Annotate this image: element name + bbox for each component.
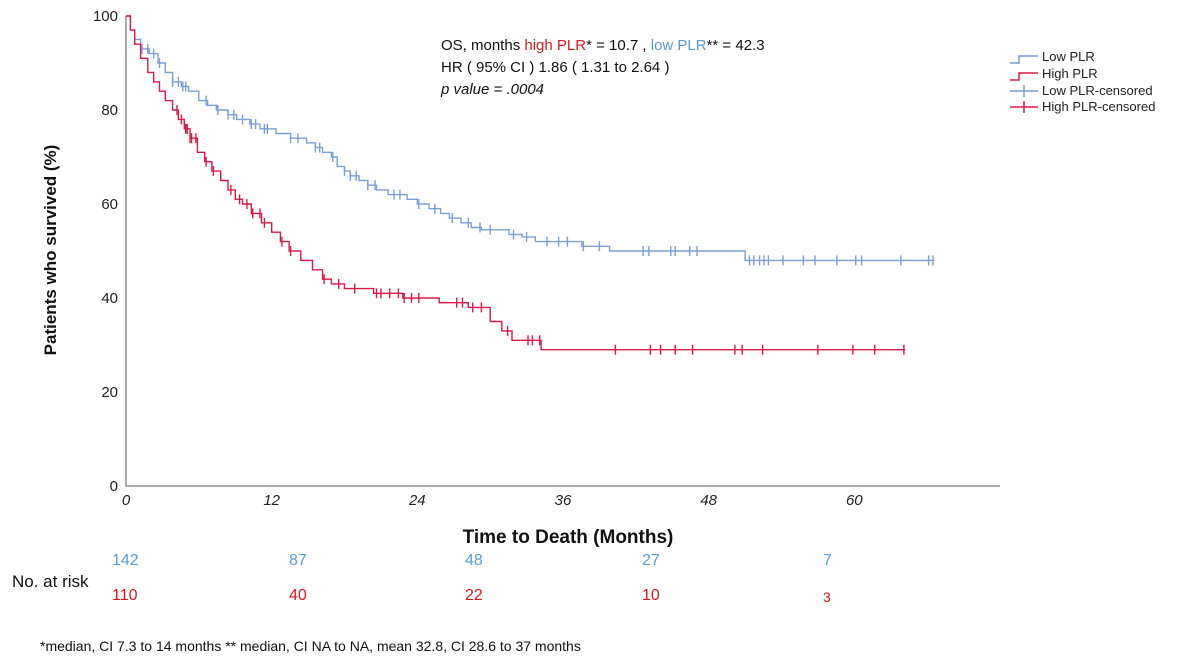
legend-swatch-high-plr [1010, 72, 1038, 81]
y-tick-label: 20 [101, 384, 118, 401]
annotation-high-plr: high PLR [524, 37, 586, 54]
risk-high-12: 40 [289, 587, 307, 604]
legend-swatch-low-plr [1010, 55, 1038, 64]
legend-item-low-plr-censored: Low PLR-censored [1010, 83, 1153, 98]
legend-item-low-plr: Low PLR [1010, 49, 1095, 64]
risk-low-48: 7 [823, 552, 832, 569]
x-axis-title: Time to Death (Months) [463, 527, 674, 548]
risk-high-36: 10 [642, 587, 660, 604]
x-tick-label: 12 [263, 492, 280, 509]
legend-label-low-plr-censored: Low PLR-censored [1042, 83, 1153, 98]
series-low-plr [126, 15, 935, 266]
risk-low-0: 142 [112, 552, 139, 569]
stats-annotation: OS, months high PLR* = 10.7 , low PLR** … [440, 37, 765, 98]
annotation-line-1: OS, months high PLR* = 10.7 , low PLR** … [441, 37, 765, 54]
annotation-line-2: HR ( 95% CI ) 1.86 ( 1.31 to 2.64 ) [441, 59, 669, 76]
y-tick-label: 40 [101, 290, 118, 307]
km-survival-chart: 0 20 40 60 80 100 0 12 24 36 48 60 Patie… [41, 8, 1155, 548]
risk-low-12: 87 [289, 552, 307, 569]
x-tick-label: 24 [408, 492, 426, 509]
legend-label-high-plr: High PLR [1042, 66, 1098, 81]
x-tick-label: 36 [555, 492, 572, 509]
legend-item-high-plr: High PLR [1010, 66, 1098, 81]
km-curve-low-plr [126, 15, 935, 262]
y-axis-title: Patients who survived (%) [41, 145, 60, 356]
y-ticks: 0 20 40 60 80 100 [93, 8, 118, 495]
legend-label-high-plr-censored: High PLR-censored [1042, 99, 1155, 114]
y-tick-label: 0 [110, 478, 118, 495]
y-tick-label: 60 [101, 196, 118, 213]
annotation-line-3: p value = .0004 [440, 81, 544, 98]
risk-high-48: 3 [823, 589, 831, 605]
series-high-plr [126, 15, 906, 355]
legend-item-high-plr-censored: High PLR-censored [1010, 99, 1155, 114]
risk-low-36: 27 [642, 552, 660, 569]
y-tick-label: 100 [93, 8, 118, 25]
legend: Low PLR High PLR Low PLR-censored High P… [1010, 49, 1155, 114]
y-tick-label: 80 [101, 102, 118, 119]
annotation-suffix: ** = 42.3 [707, 37, 765, 54]
x-tick-label: 60 [846, 492, 863, 509]
x-tick-label: 0 [122, 492, 131, 509]
x-ticks: 0 12 24 36 48 60 [122, 492, 863, 509]
annotation-mid: * = 10.7 , [586, 37, 651, 54]
risk-high-0: 110 [112, 587, 138, 604]
risk-high-24: 22 [465, 587, 483, 604]
risk-low-24: 48 [465, 552, 483, 569]
legend-label-low-plr: Low PLR [1042, 49, 1095, 64]
risk-table-title: No. at risk [12, 572, 89, 591]
annotation-prefix: OS, months [441, 37, 524, 54]
annotation-low-plr: low PLR [651, 37, 707, 54]
footnote: *median, CI 7.3 to 14 months ** median, … [40, 638, 581, 654]
x-tick-label: 48 [700, 492, 717, 509]
